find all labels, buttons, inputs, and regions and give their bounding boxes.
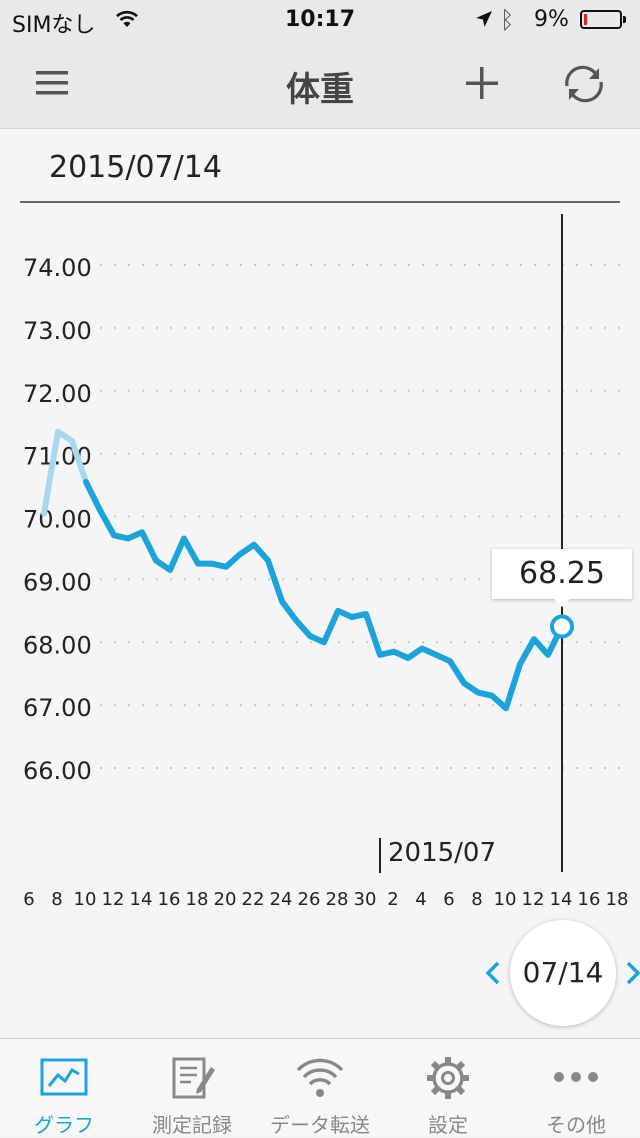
- sync-button[interactable]: [554, 58, 614, 110]
- next-date-button[interactable]: [620, 955, 640, 991]
- notepad-edit-icon: [172, 1057, 215, 1099]
- y-tick-label: 74.00: [23, 254, 92, 282]
- chart-icon: [40, 1058, 88, 1096]
- wifi-icon: [116, 10, 138, 27]
- selected-point-marker: [550, 614, 574, 639]
- x-tick-label: 6: [443, 889, 454, 910]
- page-title: 体重: [286, 70, 354, 110]
- x-tick-label: 6: [23, 889, 34, 910]
- x-tick-label: 12: [102, 889, 125, 910]
- tab-graph[interactable]: グラフ: [0, 1039, 128, 1137]
- x-tick-label: 10: [74, 889, 97, 910]
- selected-value-label: 68.25: [519, 556, 605, 591]
- weight-line: [83, 478, 565, 712]
- y-tick-label: 67.00: [23, 694, 92, 722]
- tab-label: グラフ: [34, 1113, 94, 1137]
- x-tick-label: 24: [270, 889, 293, 910]
- gear-icon: [427, 1057, 469, 1099]
- nav-bar: 体重: [0, 40, 640, 129]
- sync-icon: [565, 65, 603, 103]
- chevron-right-icon: [626, 961, 640, 985]
- tab-bar: グラフ 測定記録 データ転送 設定: [0, 1038, 640, 1137]
- battery-percent: 9%: [534, 7, 569, 32]
- x-tick-label: 26: [298, 889, 321, 910]
- selected-date-label: 2015/07/14: [49, 150, 222, 185]
- clock: 10:17: [284, 7, 356, 32]
- tab-label: 設定: [428, 1113, 468, 1137]
- x-tick-label: 18: [606, 889, 629, 910]
- x-tick-label: 20: [214, 889, 237, 910]
- tab-more[interactable]: その他: [512, 1039, 640, 1137]
- more-dots-icon: [554, 1072, 598, 1082]
- weight-line-faded: [41, 428, 89, 517]
- x-tick-label: 18: [186, 889, 209, 910]
- selected-date-header: 2015/07/14: [20, 128, 620, 203]
- x-tick-label: 22: [242, 889, 265, 910]
- carrier-label: SIMなし: [12, 13, 96, 38]
- x-tick-label: 14: [130, 889, 153, 910]
- menu-button[interactable]: [24, 58, 84, 110]
- tab-data-transfer[interactable]: データ転送: [256, 1039, 384, 1137]
- x-tick-label: 30: [354, 889, 377, 910]
- location-arrow-icon: [476, 11, 492, 27]
- y-tick-label: 68.00: [23, 631, 92, 659]
- weight-line-chart[interactable]: 74.0073.0072.0071.0070.0069.0068.0067.00…: [0, 202, 640, 922]
- wireless-transfer-icon: [296, 1058, 344, 1097]
- y-tick-label: 66.00: [23, 757, 92, 785]
- y-tick-label: 69.00: [23, 568, 92, 596]
- y-tick-label: 72.00: [23, 380, 92, 408]
- x-tick-label: 16: [158, 889, 181, 910]
- x-tick-label: 14: [550, 889, 573, 910]
- chevron-left-icon: [485, 961, 500, 985]
- weight-chart[interactable]: 74.00 73.00 72.00 71.00 70.00 69.00 68.00 67.00…: [0, 202, 640, 922]
- tab-settings[interactable]: 設定: [384, 1039, 512, 1137]
- month-marker-label: 2015/07: [388, 838, 496, 868]
- plus-icon: [466, 67, 498, 99]
- battery-icon: [580, 10, 626, 29]
- y-tick-label: 73.00: [23, 317, 92, 345]
- x-tick-label: 4: [415, 889, 426, 910]
- date-selector-label: 07/14: [522, 956, 604, 989]
- x-tick-label: 10: [494, 889, 517, 910]
- tab-label: データ転送: [270, 1113, 370, 1137]
- x-tick-label: 16: [578, 889, 601, 910]
- x-tick-label: 8: [51, 889, 62, 910]
- tab-label: その他: [546, 1113, 606, 1137]
- x-tick-label: 8: [471, 889, 482, 910]
- y-tick-label: 70.00: [23, 506, 92, 534]
- selected-value-tooltip: 68.25: [492, 549, 632, 607]
- x-tick-label: 12: [522, 889, 545, 910]
- add-button[interactable]: [452, 58, 512, 110]
- previous-date-button[interactable]: [480, 955, 506, 991]
- bluetooth-icon: ᛒ: [500, 6, 515, 34]
- hamburger-menu-icon: [36, 71, 68, 95]
- x-tick-label: 2: [387, 889, 398, 910]
- x-tick-label: 28: [326, 889, 349, 910]
- tab-label: 測定記録: [152, 1113, 232, 1137]
- date-selector-button[interactable]: 07/14: [510, 920, 616, 1026]
- status-bar: SIMなし 10:17 ᛒ 9%: [0, 0, 640, 40]
- tab-records[interactable]: 測定記録: [128, 1039, 256, 1137]
